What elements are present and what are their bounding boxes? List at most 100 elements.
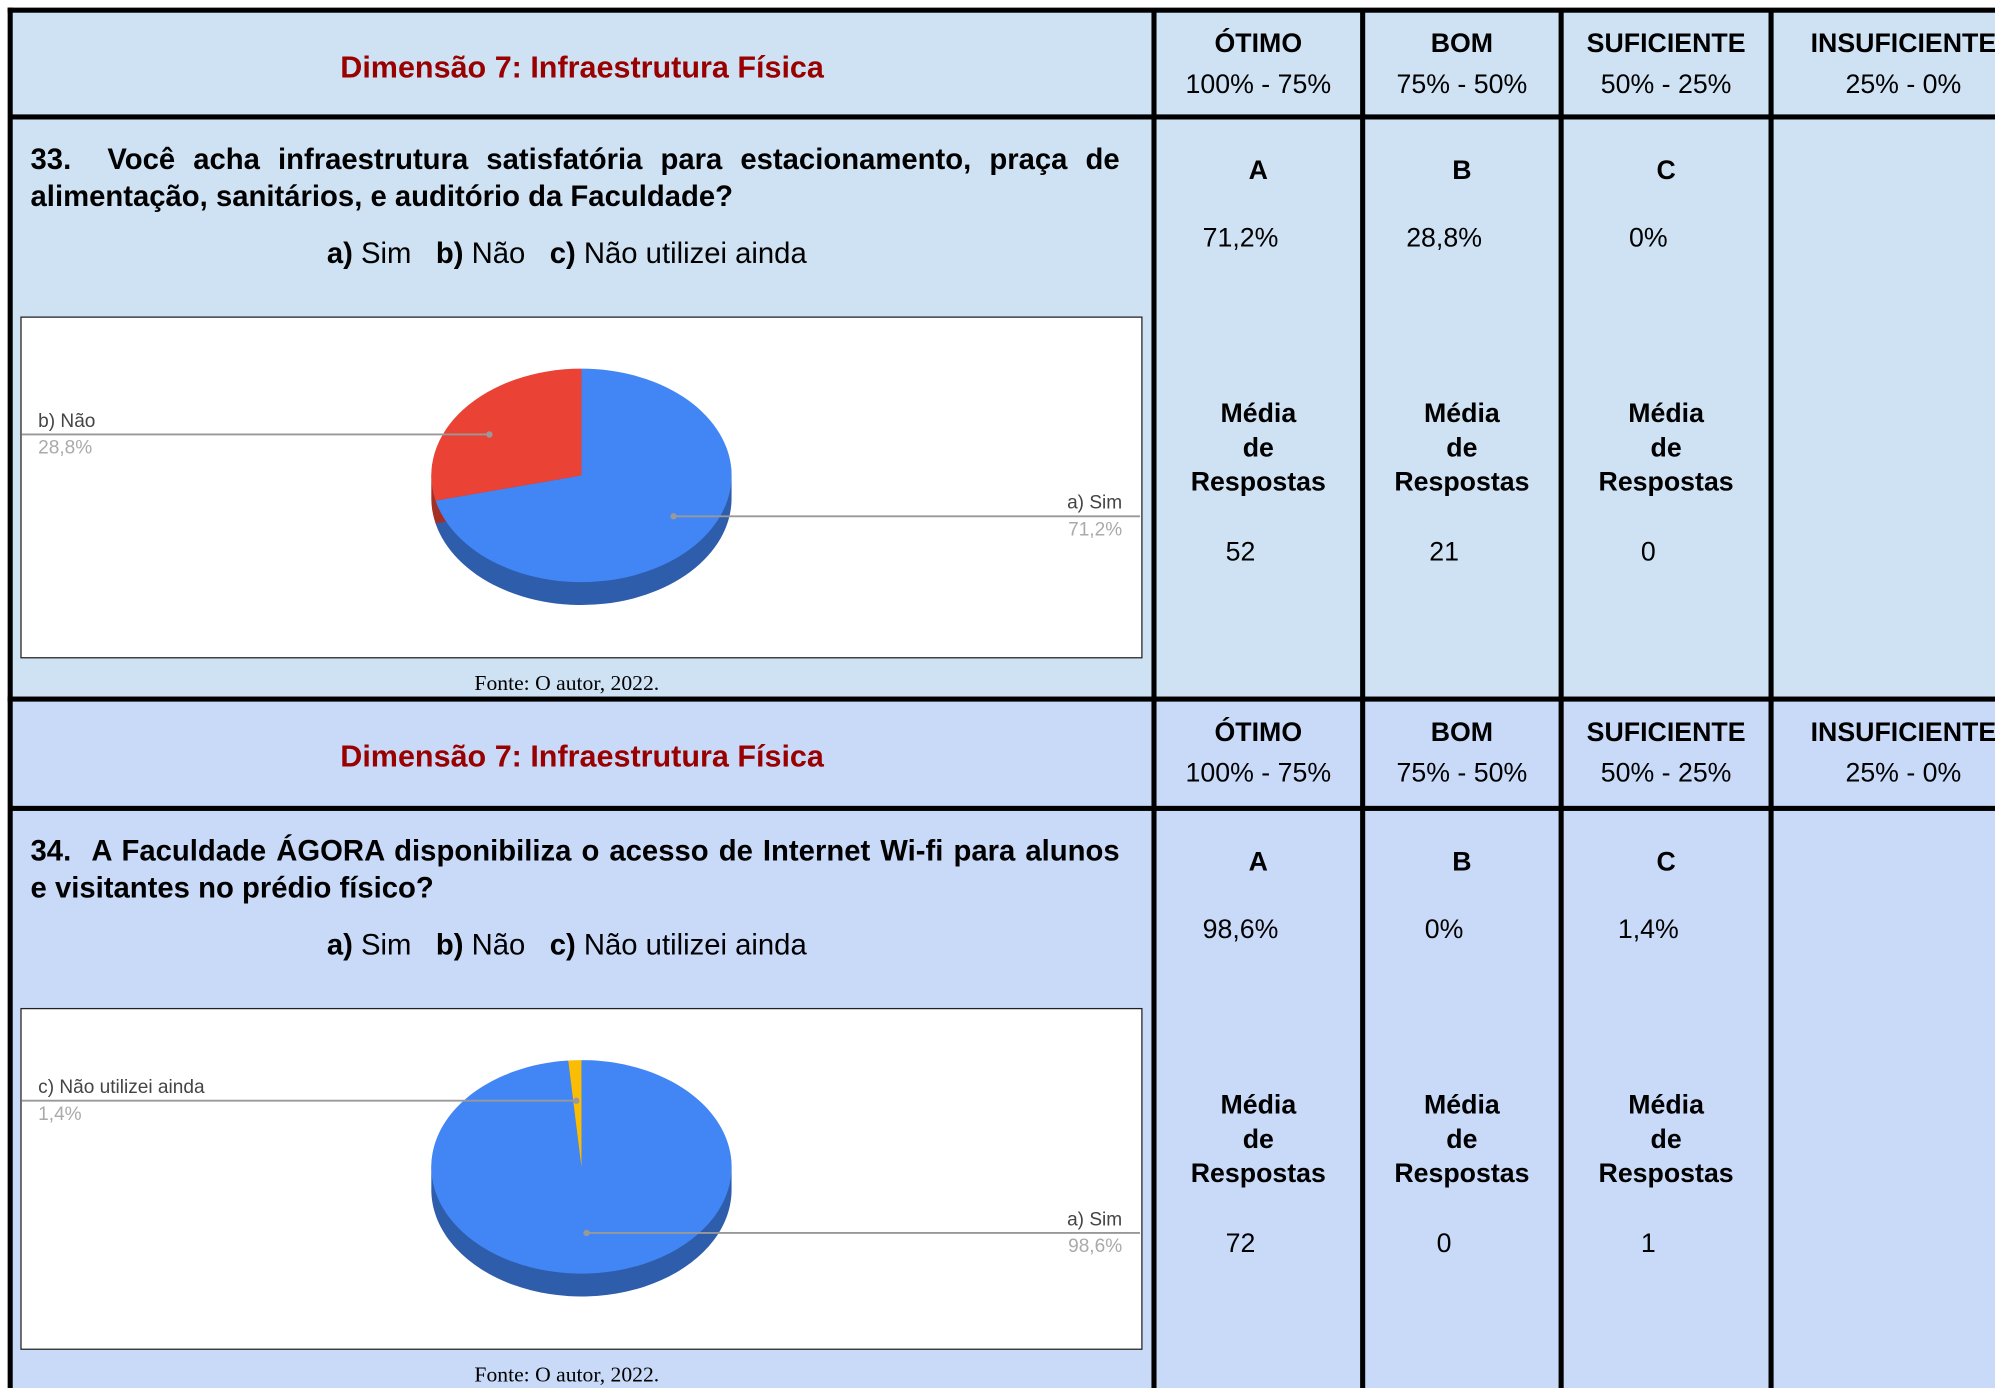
slice-label: a) Sim xyxy=(1067,493,1122,514)
result-letter: C xyxy=(1656,156,1676,186)
result-count: 0 xyxy=(1640,537,1656,567)
leader-dot xyxy=(583,1229,590,1237)
pie-slice xyxy=(568,1060,582,1167)
result-percent: 0% xyxy=(1628,223,1668,253)
pie-chart: a) Sim 71,2% b) Não 28,8% xyxy=(21,368,1140,606)
option-key: a) xyxy=(326,236,353,270)
rule xyxy=(7,7,13,1388)
rule xyxy=(7,7,1995,13)
dimension-title: Dimensão 7: Infraestrutura Física xyxy=(340,739,824,775)
option-text: Não utilizei ainda xyxy=(583,236,807,270)
rule xyxy=(10,805,1995,811)
result-label: Média xyxy=(1628,399,1704,429)
rule xyxy=(1768,10,1774,700)
result-letter: C xyxy=(1656,847,1676,878)
option-key: c) xyxy=(549,236,576,270)
result-label: de xyxy=(1650,1124,1682,1155)
result-count: 52 xyxy=(1225,537,1256,567)
result-count: 0 xyxy=(1436,1229,1452,1259)
result-letter: A xyxy=(1248,156,1268,186)
column-range: 100% - 75% xyxy=(1185,69,1332,100)
column-name: SUFICIENTE xyxy=(1586,29,1746,59)
option-text: Sim xyxy=(361,927,412,961)
column-name: ÓTIMO xyxy=(1214,718,1303,748)
column-name: BOM xyxy=(1430,29,1494,59)
dimension-title: Dimensão 7: Infraestrutura Física xyxy=(340,50,824,86)
result-label: Respostas xyxy=(1190,467,1326,497)
result-percent: 71,2% xyxy=(1202,223,1279,253)
source: Fonte: O autor, 2022. xyxy=(474,671,660,696)
slice-value: 71,2% xyxy=(1068,519,1122,540)
result-label: Média xyxy=(1424,1090,1500,1120)
options: a) Sim b) Não c) Não utilizei ainda xyxy=(10,236,1123,270)
result-percent: 28,8% xyxy=(1406,223,1482,253)
option-key: a) xyxy=(326,927,353,961)
result-letter: B xyxy=(1452,156,1472,186)
column-range: 25% - 0% xyxy=(1845,69,1962,100)
result-label: de xyxy=(1242,433,1274,463)
result-letter: A xyxy=(1248,847,1268,878)
option-text: Não xyxy=(471,927,526,961)
leader-dot xyxy=(670,513,677,520)
pie-slice xyxy=(435,368,732,583)
option-key: b) xyxy=(435,927,464,961)
pie-slice xyxy=(431,368,582,501)
question-text: Você acha infraestrutura satisfatória pa… xyxy=(30,142,1120,213)
result-label: Média xyxy=(1424,399,1500,429)
column-name: INSUFICIENTE xyxy=(1810,718,1995,748)
result-label: Média xyxy=(1220,1090,1297,1120)
chart-box: a) Sim 98,6% c) Não utilizei ainda 1,4% xyxy=(20,1007,1143,1350)
result-label: Respostas xyxy=(1598,467,1734,497)
rule xyxy=(1151,699,1157,1388)
result-label: Média xyxy=(1628,1090,1704,1120)
column-name: INSUFICIENTE xyxy=(1810,29,1995,59)
result-count: 72 xyxy=(1225,1229,1256,1259)
slice-label: a) Sim xyxy=(1067,1209,1122,1230)
chart-box: a) Sim 71,2% b) Não 28,8% xyxy=(20,316,1143,659)
rule xyxy=(1360,699,1366,1388)
column-name: BOM xyxy=(1430,718,1494,748)
result-label: de xyxy=(1242,1124,1274,1155)
result-label: Respostas xyxy=(1394,1159,1530,1189)
result-label: Média xyxy=(1220,399,1297,429)
options: a) Sim b) Não c) Não utilizei ainda xyxy=(10,928,1123,962)
slice-value: 28,8% xyxy=(38,438,92,459)
slice-value: 98,6% xyxy=(1068,1236,1122,1257)
question-number: 34. xyxy=(30,833,72,867)
slice-label: c) Não utilizei ainda xyxy=(38,1077,205,1098)
question: 34. A Faculdade ÁGORA disponibiliza o ac… xyxy=(31,833,1120,907)
question-number: 33. xyxy=(30,142,72,176)
result-label: Respostas xyxy=(1598,1159,1734,1189)
option-text: Sim xyxy=(361,236,412,270)
question: 33. Você acha infraestrutura satisfatóri… xyxy=(31,141,1120,215)
section: Dimensão 7: Infraestrutura Física ÓTIMO 10… xyxy=(10,10,1995,700)
option-text: Não utilizei ainda xyxy=(583,927,807,961)
result-label: de xyxy=(1446,433,1478,463)
source: Fonte: O autor, 2022. xyxy=(474,1362,660,1387)
column-range: 100% - 75% xyxy=(1185,758,1332,789)
rule xyxy=(1768,699,1774,1388)
result-label: Respostas xyxy=(1190,1159,1326,1189)
option-text: Não xyxy=(471,236,526,270)
rule xyxy=(1360,10,1366,700)
column-name: SUFICIENTE xyxy=(1586,718,1746,748)
rule xyxy=(7,696,1995,702)
rule xyxy=(1558,699,1564,1388)
slice-value: 1,4% xyxy=(38,1104,82,1125)
result-label: de xyxy=(1650,433,1682,463)
column-range: 75% - 50% xyxy=(1396,758,1528,789)
column-range: 50% - 25% xyxy=(1600,758,1732,789)
result-percent: 0% xyxy=(1424,915,1464,945)
option-key: b) xyxy=(435,236,464,270)
question-text: A Faculdade ÁGORA disponibiliza o acesso… xyxy=(30,833,1120,904)
column-range: 50% - 25% xyxy=(1600,69,1732,100)
column-name: ÓTIMO xyxy=(1214,29,1303,59)
pie-slice xyxy=(431,1060,732,1274)
result-label: de xyxy=(1446,1124,1478,1155)
result-label: Respostas xyxy=(1394,467,1530,497)
rule xyxy=(1558,10,1564,700)
leader-dot xyxy=(573,1097,580,1104)
result-percent: 98,6% xyxy=(1202,915,1279,945)
rule xyxy=(1151,10,1157,700)
result-count: 21 xyxy=(1429,537,1459,567)
